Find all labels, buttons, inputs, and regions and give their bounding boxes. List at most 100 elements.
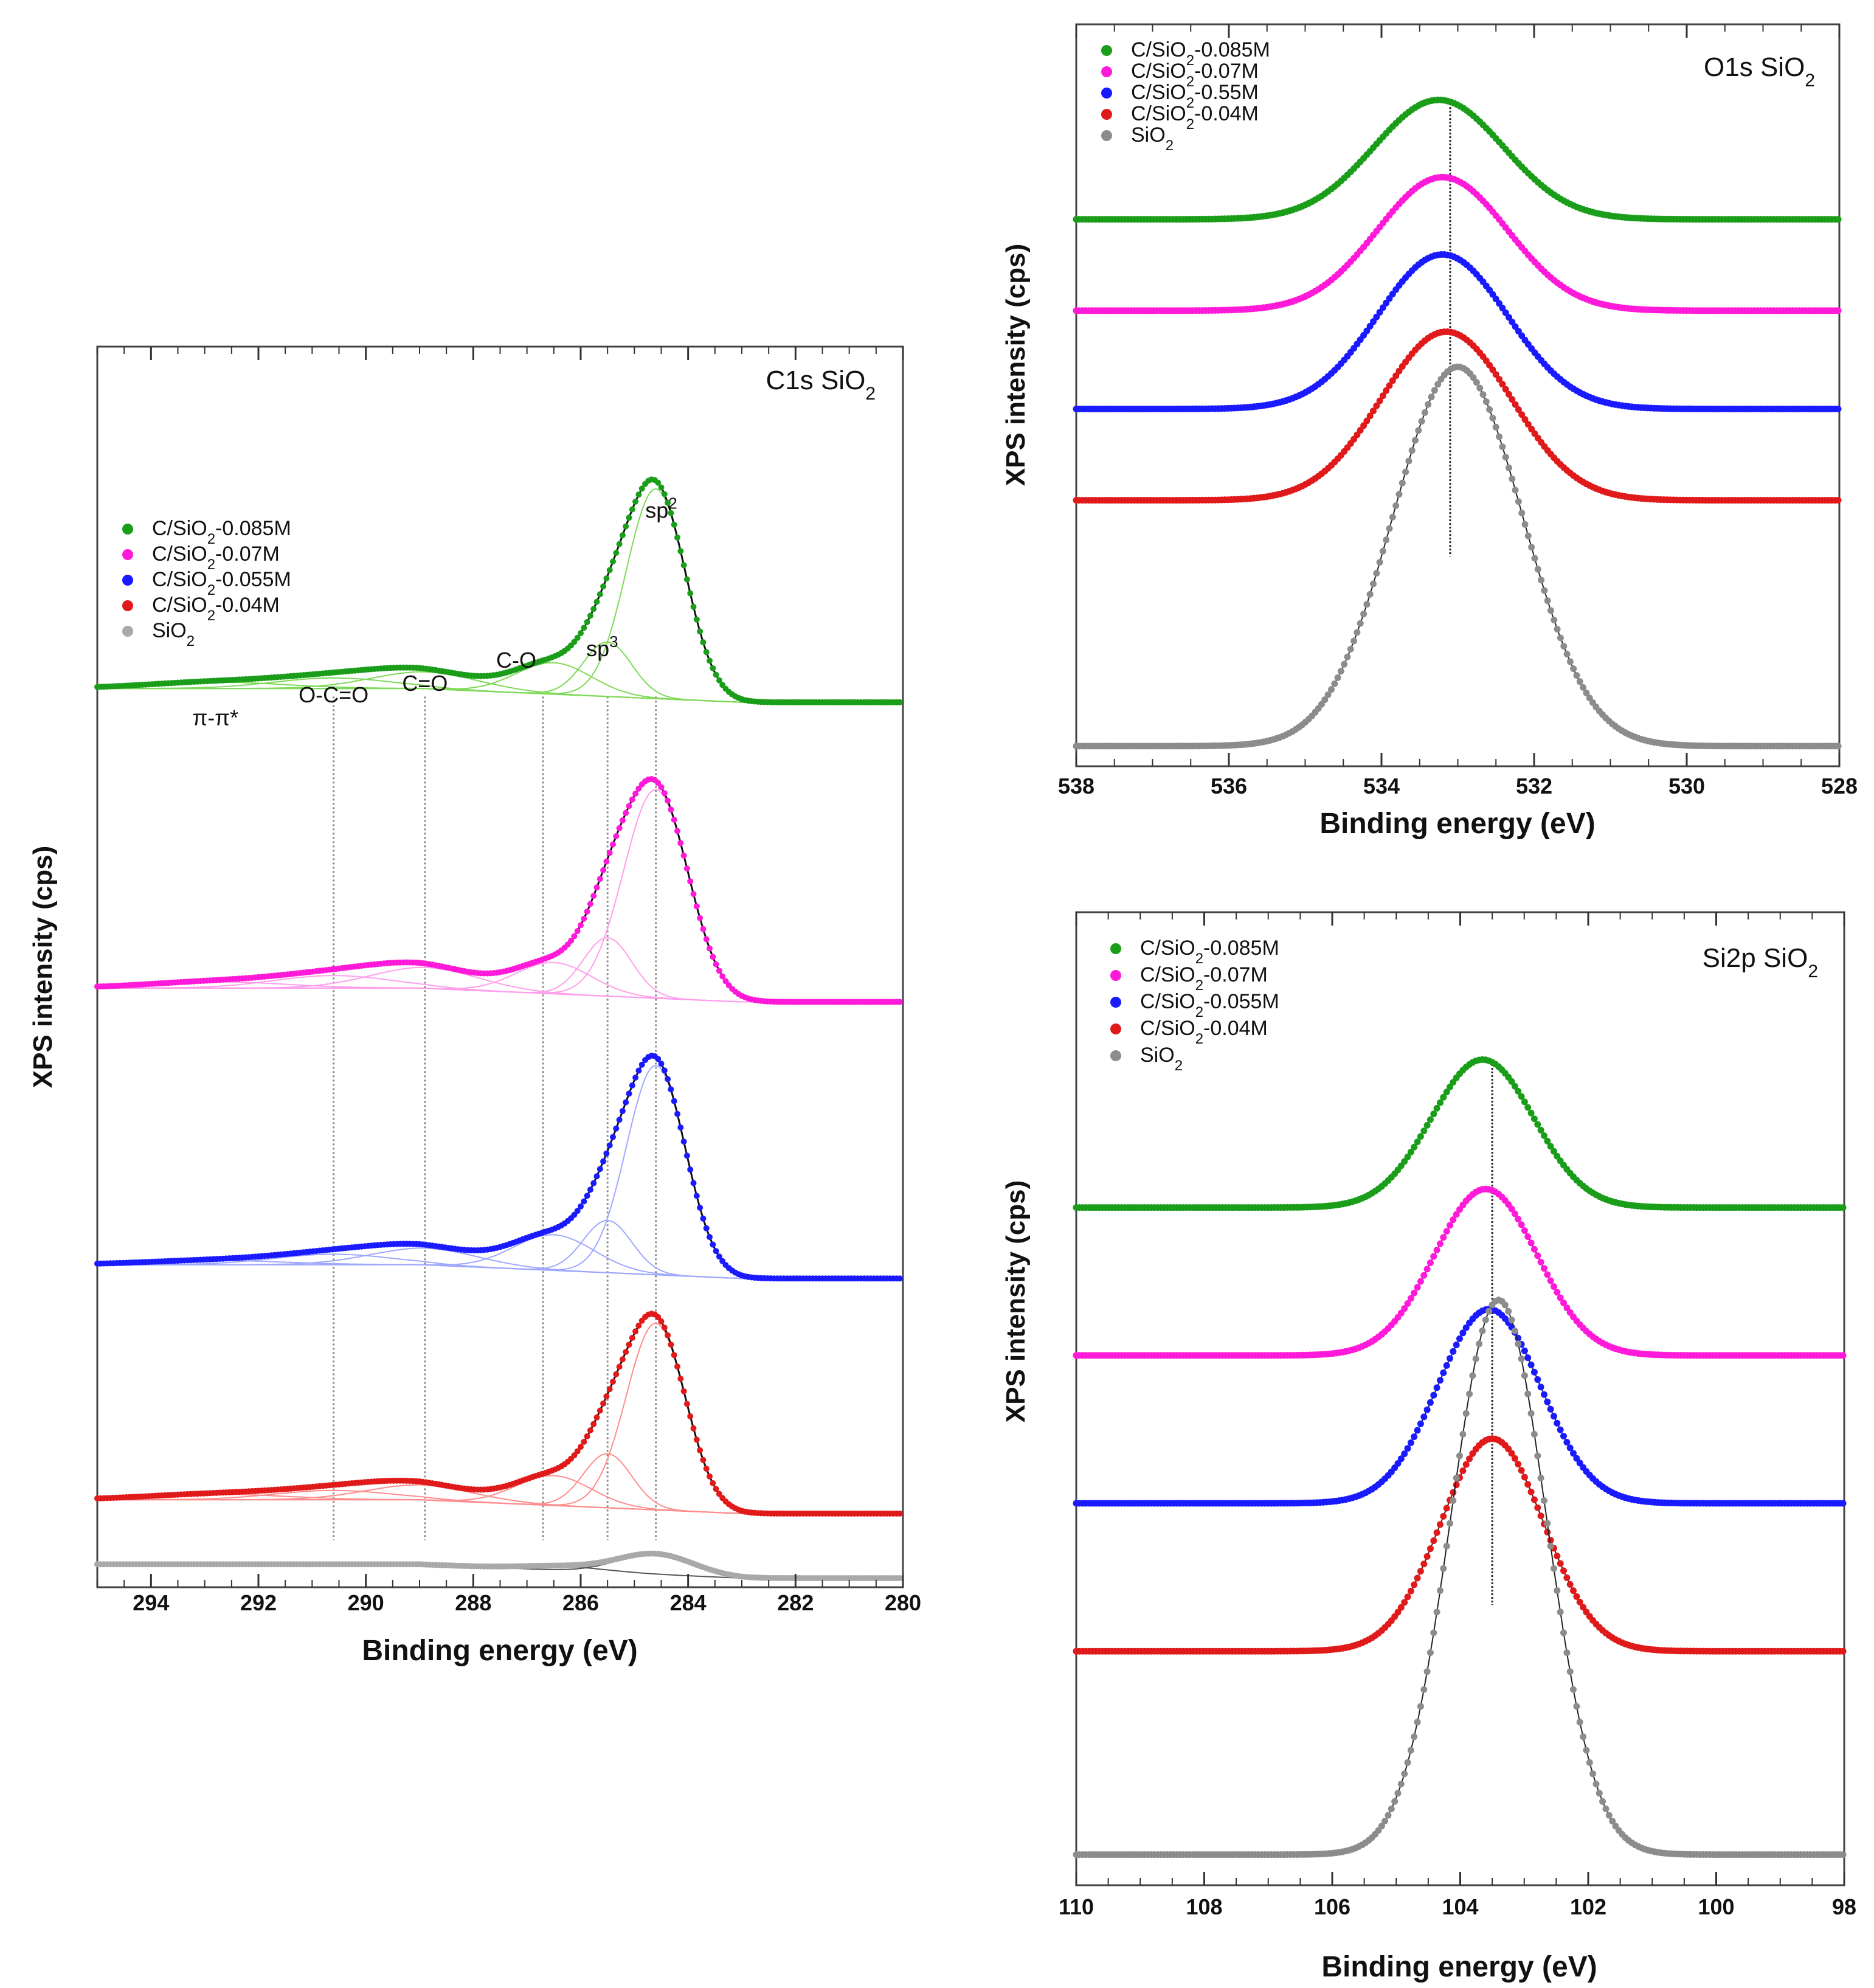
data-point — [1527, 1109, 1535, 1117]
legend-marker — [1110, 1023, 1121, 1034]
peak-annotation: sp3 — [586, 632, 618, 661]
data-point — [1447, 1222, 1453, 1229]
legend-label: SiO2 — [1131, 123, 1174, 154]
data-point — [1386, 382, 1393, 389]
peak-annotation: C-O — [496, 648, 536, 673]
x-tick-label: 106 — [1314, 1894, 1350, 1919]
data-point — [587, 1186, 593, 1193]
data-point — [1437, 1377, 1444, 1384]
legend-marker — [1101, 66, 1112, 77]
data-point — [626, 514, 632, 521]
data-point — [590, 1421, 597, 1427]
legend-label: C/SiO2-0.085M — [152, 517, 291, 547]
data-point — [1527, 1239, 1535, 1247]
c1s-x-axis-label: Binding energy (eV) — [362, 1635, 637, 1667]
data-point — [1389, 377, 1396, 384]
data-point — [690, 603, 697, 610]
data-point — [1521, 1347, 1528, 1354]
data-point — [1527, 1488, 1535, 1495]
data-point — [1530, 1430, 1538, 1438]
o1s-series — [1073, 328, 1842, 504]
data-point — [1394, 1790, 1402, 1797]
data-point — [687, 590, 694, 597]
data-point — [1554, 626, 1561, 633]
data-point — [1531, 555, 1538, 562]
o1s-series-group — [1073, 96, 1842, 750]
data-point — [1476, 384, 1484, 392]
data-point — [1583, 1747, 1590, 1754]
data-point — [1524, 1481, 1532, 1488]
data-point — [1405, 457, 1412, 465]
data-point — [1430, 1253, 1437, 1260]
data-point — [1508, 1205, 1515, 1213]
c1s-peak-annotations: sp2 sp3 C-O C=O O-C=O π-π* — [192, 494, 677, 730]
data-point — [593, 884, 600, 891]
data-point — [1350, 637, 1358, 645]
data-point — [571, 639, 578, 645]
data-point — [574, 634, 581, 641]
data-point — [1469, 1372, 1476, 1379]
data-point — [677, 548, 684, 555]
data-point — [619, 1356, 626, 1363]
data-point — [1534, 566, 1541, 573]
x-tick-label: 538 — [1058, 774, 1094, 798]
data-point — [713, 1486, 719, 1492]
data-point — [587, 1427, 593, 1433]
data-point — [593, 1414, 600, 1421]
data-point — [1404, 1300, 1411, 1307]
data-point — [1563, 1574, 1571, 1581]
data-point — [1599, 1798, 1606, 1805]
x-tick-label: 292 — [240, 1590, 277, 1615]
si2p-series-group — [1073, 1056, 1847, 1858]
data-point — [661, 491, 668, 497]
data-point — [671, 1352, 677, 1359]
legend-label: C/SiO2-0.07M — [1140, 963, 1268, 994]
legend-marker — [122, 600, 133, 611]
fit-line — [1076, 1059, 1844, 1208]
data-point — [1379, 392, 1386, 400]
data-point — [1392, 502, 1400, 509]
data-point — [1534, 1504, 1541, 1511]
x-tick-label: 534 — [1363, 774, 1400, 798]
fit-envelope — [97, 1312, 901, 1515]
data-point — [574, 1208, 581, 1214]
data-point — [1602, 1805, 1609, 1812]
o1s-series — [1073, 363, 1842, 750]
data-point — [1521, 1474, 1528, 1481]
data-point — [687, 878, 694, 885]
data-point — [687, 1413, 694, 1419]
data-point — [665, 499, 671, 506]
data-point — [584, 908, 590, 915]
data-point — [896, 1575, 903, 1581]
o1s-series — [1073, 251, 1842, 412]
data-point — [1383, 536, 1390, 544]
data-point — [1426, 1116, 1434, 1123]
data-point — [1566, 1668, 1574, 1675]
data-point — [1433, 1104, 1440, 1112]
data-point — [1466, 1455, 1473, 1463]
data-point — [683, 1152, 690, 1159]
data-point — [713, 671, 719, 678]
data-point — [1394, 1609, 1402, 1616]
peak-annotation: π-π* — [192, 705, 238, 730]
data-point — [680, 852, 687, 859]
legend-marker — [1101, 130, 1112, 141]
si2p-series — [1073, 1306, 1847, 1507]
data-point — [1576, 678, 1583, 685]
data-point — [568, 937, 575, 944]
data-point — [1414, 1284, 1421, 1291]
data-point — [674, 828, 680, 834]
data-point — [1580, 1733, 1587, 1740]
data-point — [1544, 597, 1551, 604]
c1s-title: C1s SiO2 — [766, 365, 876, 404]
data-point — [1447, 1083, 1453, 1090]
data-point — [690, 1180, 697, 1186]
data-point — [1366, 412, 1374, 420]
data-point — [1515, 1461, 1522, 1468]
data-point — [1437, 1521, 1444, 1528]
data-point — [1450, 1348, 1457, 1355]
data-point — [1834, 406, 1842, 412]
data-point — [1557, 634, 1564, 642]
data-point — [1360, 611, 1367, 618]
data-point — [1437, 1240, 1444, 1247]
